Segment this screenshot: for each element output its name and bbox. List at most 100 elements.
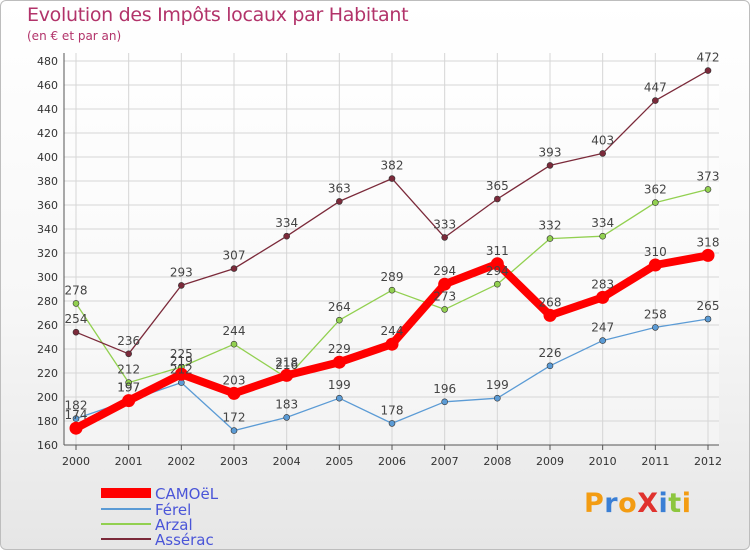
data-point — [283, 232, 290, 240]
data-point — [543, 308, 557, 322]
y-tick-label: 420 — [37, 127, 58, 140]
data-label: 199 — [486, 378, 509, 392]
data-label: 226 — [539, 346, 562, 360]
y-tick-label: 240 — [37, 343, 58, 356]
data-point — [441, 398, 448, 406]
data-label: 244 — [381, 324, 404, 338]
x-tick-label: 2003 — [220, 455, 248, 468]
data-label: 197 — [117, 381, 140, 395]
proxiti-logo: ProXiti — [584, 488, 692, 519]
data-label: 254 — [65, 312, 88, 326]
data-label: 382 — [381, 159, 404, 173]
data-label: 183 — [275, 397, 298, 411]
data-label: 472 — [697, 51, 720, 65]
data-point — [652, 324, 659, 331]
y-tick-label: 380 — [37, 175, 58, 188]
data-point — [652, 97, 659, 104]
data-point — [122, 394, 136, 408]
data-label: 362 — [644, 183, 667, 197]
legend-label: CAMOëL — [155, 485, 219, 503]
y-tick-label: 280 — [37, 295, 58, 308]
x-tick-label: 2011 — [641, 455, 669, 468]
data-point — [125, 379, 132, 386]
data-point — [701, 248, 715, 262]
y-tick-label: 480 — [37, 55, 58, 68]
data-label: 218 — [275, 355, 298, 369]
data-label: 265 — [697, 299, 720, 313]
data-label: 332 — [539, 219, 562, 233]
x-tick-label: 2000 — [62, 455, 90, 468]
data-point — [174, 367, 188, 381]
data-point — [494, 280, 501, 288]
data-point — [438, 277, 452, 291]
data-point — [230, 265, 238, 272]
data-point — [283, 414, 290, 421]
data-label: 318 — [697, 235, 720, 249]
data-label: 334 — [275, 216, 298, 230]
data-point — [385, 337, 399, 351]
data-point — [336, 198, 343, 205]
data-label: 373 — [697, 169, 720, 183]
data-point — [441, 306, 448, 313]
data-label: 244 — [223, 324, 246, 338]
data-label: 268 — [539, 295, 562, 309]
y-tick-label: 260 — [37, 319, 58, 332]
data-label: 247 — [591, 321, 614, 335]
y-tick-label: 200 — [37, 391, 58, 404]
x-tick-label: 2007 — [431, 455, 459, 468]
y-tick-label: 440 — [37, 103, 58, 116]
x-tick-label: 2005 — [325, 455, 353, 468]
data-point — [388, 420, 396, 427]
data-label: 216 — [275, 358, 298, 372]
data-label: 283 — [591, 277, 614, 291]
data-point — [652, 199, 659, 206]
data-label: 225 — [170, 347, 193, 361]
y-tick-label: 360 — [37, 199, 58, 212]
x-tick-label: 2001 — [115, 455, 143, 468]
data-point — [72, 328, 80, 336]
y-tick-label: 300 — [37, 271, 58, 284]
x-tick-label: 2006 — [378, 455, 406, 468]
data-point — [704, 186, 712, 193]
data-label: 365 — [486, 179, 509, 193]
data-label: 229 — [328, 342, 351, 356]
x-tick-label: 2002 — [167, 455, 195, 468]
data-label: 212 — [170, 363, 193, 377]
data-point — [125, 350, 132, 358]
x-tick-label: 2004 — [273, 455, 301, 468]
data-label: 178 — [381, 403, 404, 417]
data-label: 258 — [644, 307, 667, 321]
data-point — [332, 355, 346, 369]
y-tick-label: 400 — [37, 151, 58, 164]
data-label: 196 — [433, 382, 456, 396]
data-label: 393 — [539, 145, 562, 159]
data-label: 212 — [117, 363, 140, 377]
data-point — [280, 368, 294, 382]
x-tick-label: 2009 — [536, 455, 564, 468]
chart-subtitle: (en € et par an) — [27, 29, 122, 43]
data-point — [494, 394, 501, 402]
data-point — [546, 235, 554, 242]
data-label: 363 — [328, 181, 351, 195]
x-tick-label: 2010 — [589, 455, 617, 468]
data-point — [494, 195, 501, 203]
data-label: 264 — [328, 300, 351, 314]
data-label: 293 — [170, 265, 193, 279]
data-label: 333 — [433, 217, 456, 231]
data-label: 447 — [644, 81, 667, 95]
data-label: 273 — [433, 289, 456, 303]
data-label: 174 — [65, 408, 88, 422]
data-label: 203 — [223, 373, 246, 387]
data-label: 236 — [117, 334, 140, 348]
data-label: 334 — [591, 216, 614, 230]
data-label: 197 — [117, 381, 140, 395]
data-point — [227, 386, 241, 400]
data-point — [546, 162, 554, 169]
data-label: 278 — [65, 283, 88, 297]
chart-title: Evolution des Impôts locaux par Habitant — [27, 4, 409, 26]
y-tick-label: 160 — [37, 439, 58, 452]
data-point — [230, 340, 238, 348]
data-point — [599, 150, 606, 157]
